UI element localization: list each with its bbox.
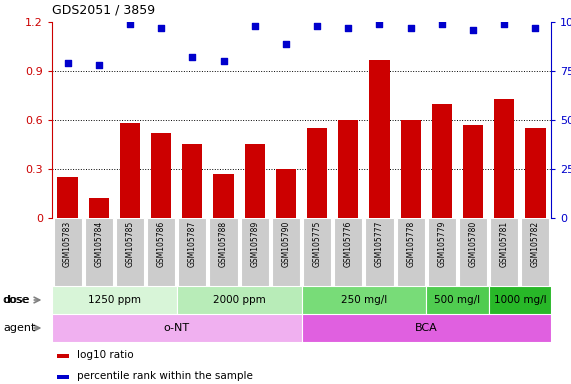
Point [531,25,540,31]
Bar [52,286,177,314]
Bar [120,123,140,218]
Point [468,27,477,33]
Bar [272,218,300,286]
Bar [432,104,452,218]
Point [500,21,509,27]
Text: GSM105775: GSM105775 [312,221,321,267]
Bar [210,218,238,286]
Bar [338,120,359,218]
Text: dose: dose [3,295,29,305]
Point [437,21,447,27]
Bar [151,133,171,218]
Bar [301,314,551,342]
Bar [54,218,82,286]
Bar [494,99,514,218]
Bar [178,218,206,286]
Text: 1250 ppm: 1250 ppm [88,295,141,305]
Text: GDS2051 / 3859: GDS2051 / 3859 [52,4,155,17]
Point [188,54,197,60]
Text: GSM105790: GSM105790 [282,221,291,267]
Text: GSM105776: GSM105776 [344,221,353,267]
Bar [525,128,545,218]
Text: GSM105785: GSM105785 [126,221,134,267]
Text: GSM105779: GSM105779 [437,221,447,267]
Bar [426,286,489,314]
Text: percentile rank within the sample: percentile rank within the sample [77,371,253,381]
Text: 250 mg/l: 250 mg/l [341,295,387,305]
Text: 1000 mg/l: 1000 mg/l [493,295,546,305]
Text: GSM105777: GSM105777 [375,221,384,267]
Text: GSM105789: GSM105789 [250,221,259,267]
Text: GSM105788: GSM105788 [219,221,228,267]
Bar [400,120,421,218]
Text: GSM105781: GSM105781 [500,221,509,267]
Bar [241,218,269,286]
Text: 2000 ppm: 2000 ppm [213,295,266,305]
Bar [428,218,456,286]
Point [406,25,415,31]
Bar [85,218,113,286]
Bar [459,218,487,286]
Bar [177,286,301,314]
Text: o-NT: o-NT [164,323,190,333]
Bar [303,218,331,286]
Bar [214,174,234,218]
Text: agent: agent [3,323,35,333]
Bar [489,286,551,314]
Bar [307,128,327,218]
Text: log10 ratio: log10 ratio [77,351,134,361]
Text: GSM105778: GSM105778 [406,221,415,267]
Point [126,21,135,27]
Bar [365,218,393,286]
Bar [57,376,70,379]
Point [63,60,72,66]
Bar [58,177,78,218]
Point [312,23,321,29]
Text: 500 mg/l: 500 mg/l [435,295,481,305]
Point [344,25,353,31]
Bar [276,169,296,218]
Point [250,23,259,29]
Bar [244,144,265,218]
Point [94,62,103,68]
Point [156,25,166,31]
Text: dose: dose [3,295,30,305]
Text: GSM105786: GSM105786 [156,221,166,267]
Text: GSM105782: GSM105782 [531,221,540,267]
Bar [521,218,549,286]
Bar [397,218,425,286]
Point [375,21,384,27]
Bar [334,218,363,286]
Bar [116,218,144,286]
Bar [57,354,70,358]
Text: GSM105787: GSM105787 [188,221,197,267]
Bar [463,125,483,218]
Bar [182,144,203,218]
Bar [490,218,518,286]
Bar [89,199,109,218]
Text: BCA: BCA [415,323,437,333]
Text: GSM105783: GSM105783 [63,221,72,267]
Bar [147,218,175,286]
Text: GSM105780: GSM105780 [469,221,477,267]
Point [282,40,291,46]
Bar [301,286,426,314]
Text: GSM105784: GSM105784 [94,221,103,267]
Point [219,58,228,64]
Bar [52,314,301,342]
Bar [369,60,389,218]
